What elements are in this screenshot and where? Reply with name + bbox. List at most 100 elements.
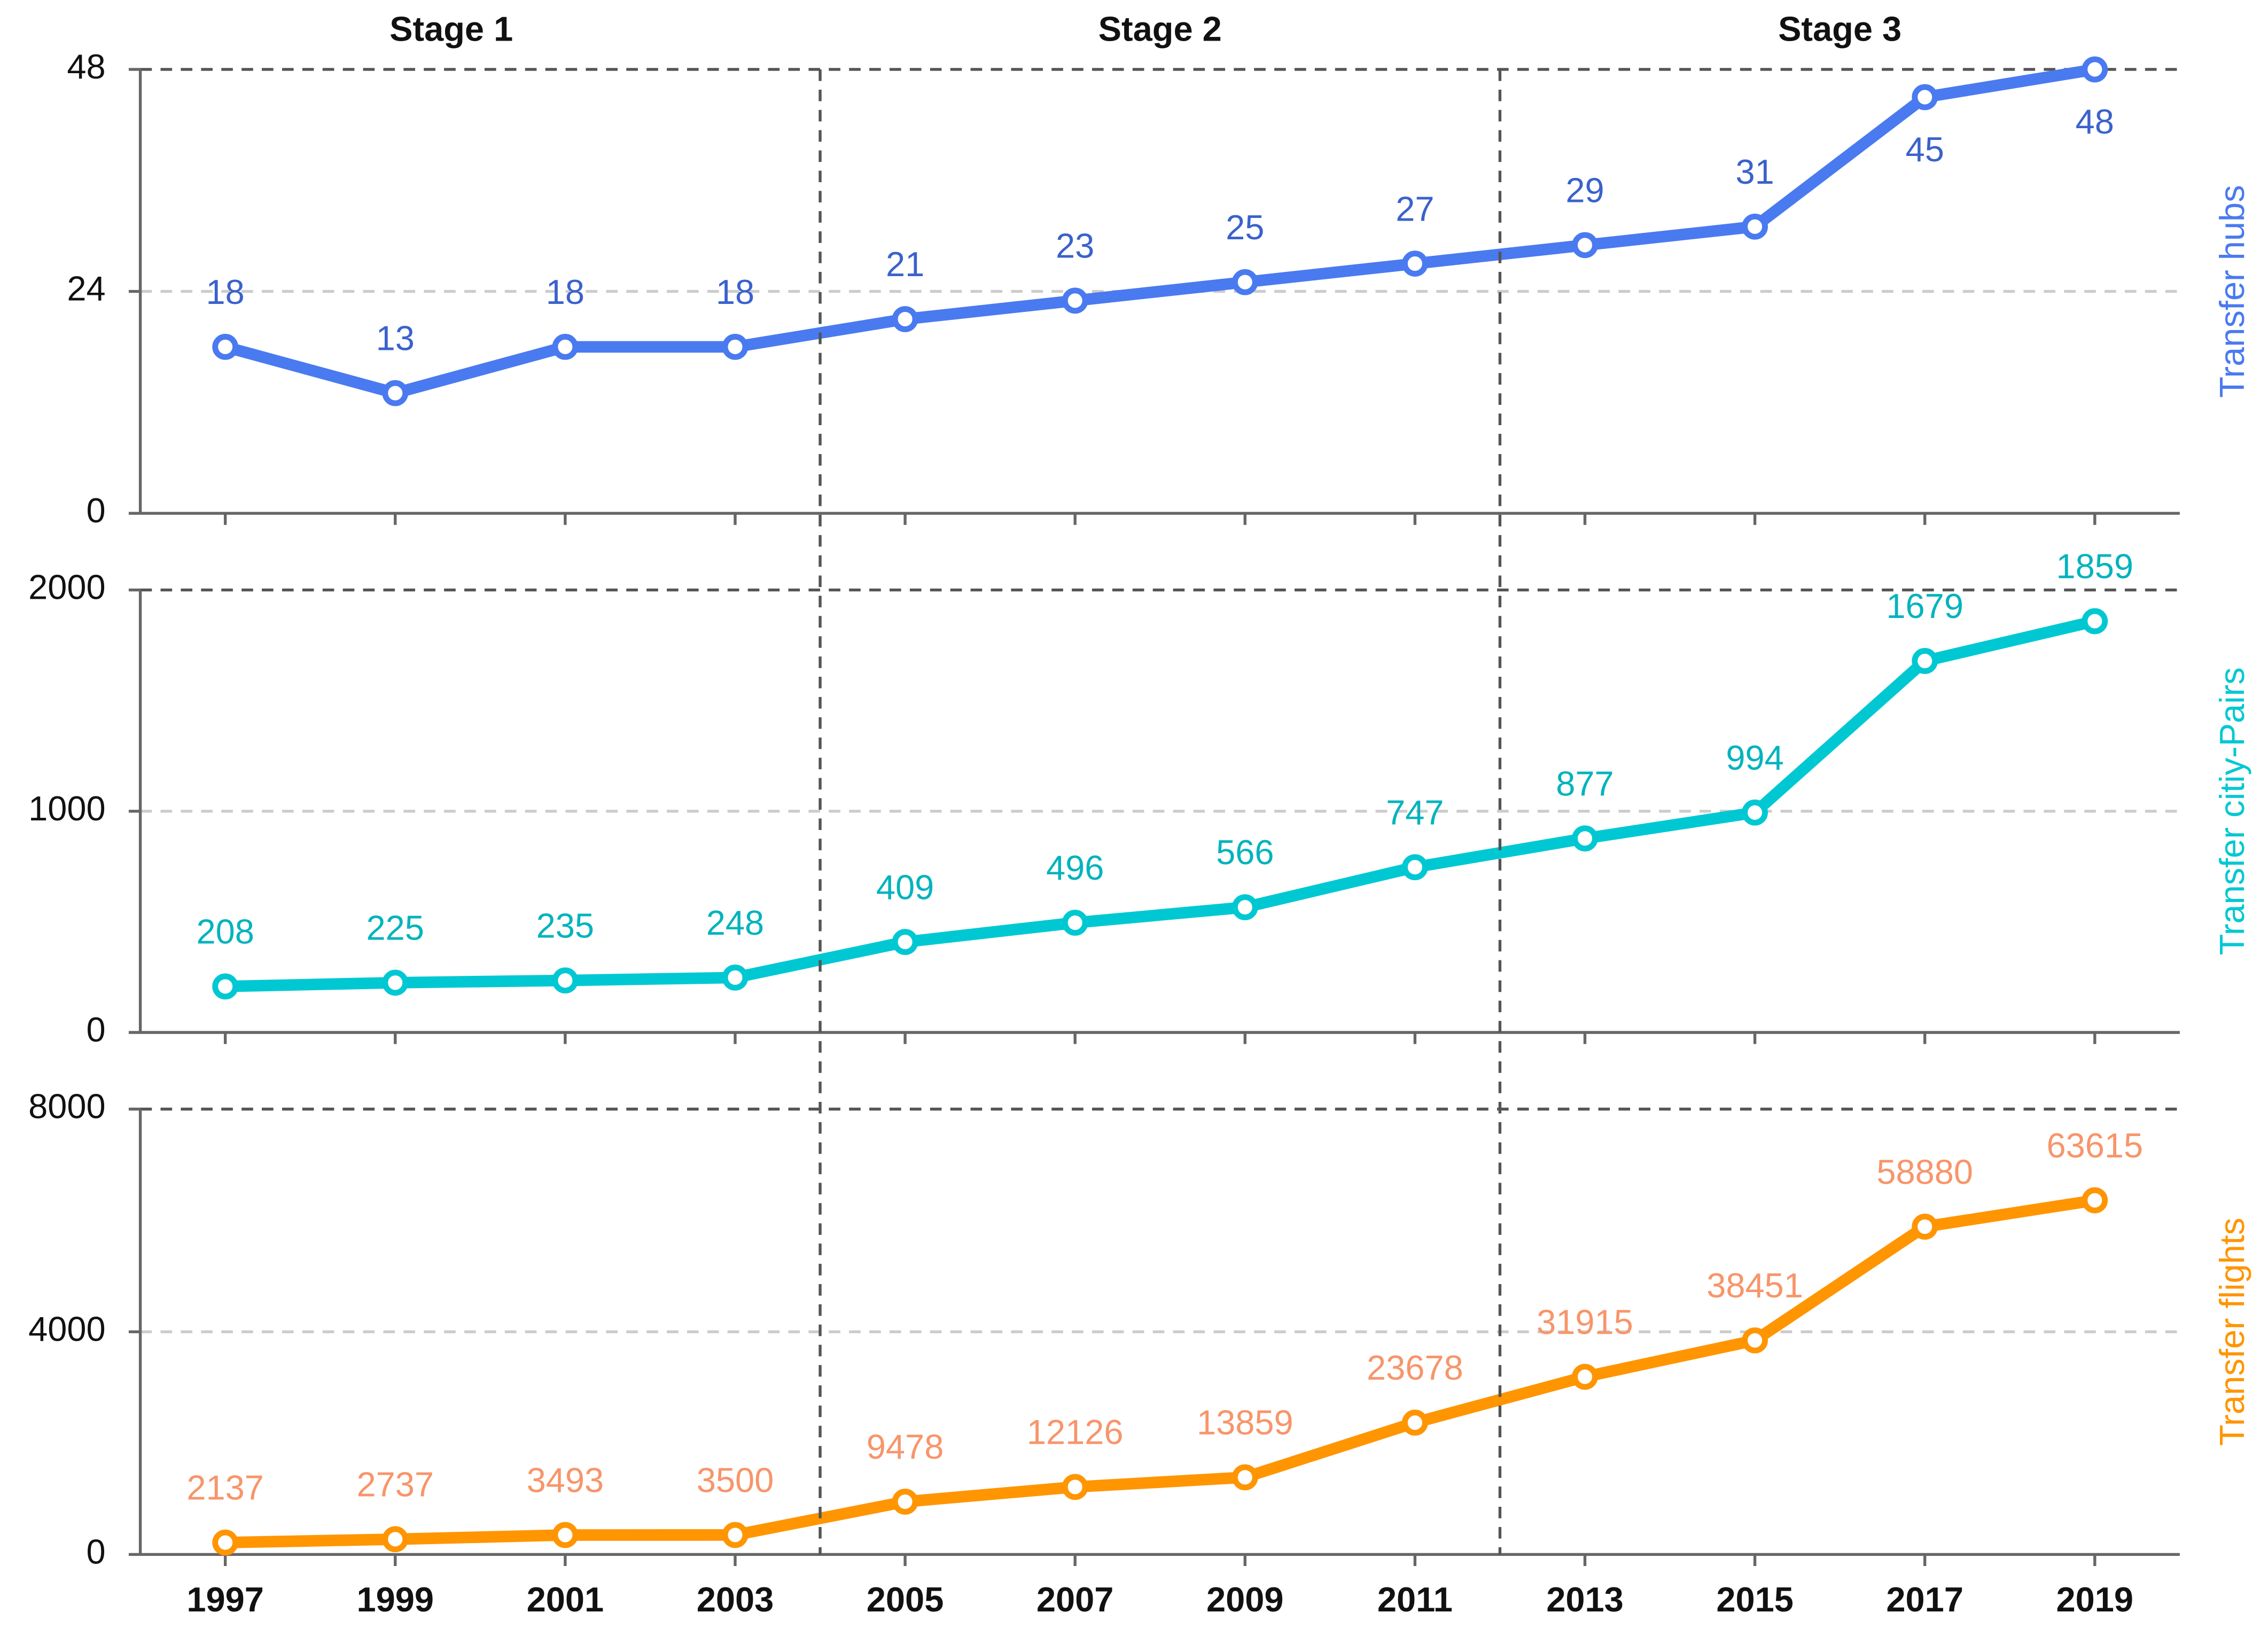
data-point [212,1529,239,1556]
data-label: 877 [1556,764,1614,803]
data-label: 2737 [356,1465,434,1504]
stage-label: Stage 2 [1098,10,1222,49]
data-point [1402,854,1428,880]
x-tick-label: 1997 [186,1580,264,1619]
y-tick-label: 0 [86,1532,105,1571]
data-point [1402,1410,1428,1436]
data-label: 566 [1216,833,1274,872]
data-label: 13859 [1197,1403,1293,1442]
data-point [212,334,239,360]
data-point [2082,1187,2108,1214]
data-label: 3493 [527,1461,604,1500]
data-label: 994 [1726,738,1783,777]
data-label: 208 [196,912,254,951]
x-tick-label: 2003 [697,1580,774,1619]
x-tick-label: 2019 [2056,1580,2134,1619]
data-label: 58880 [1876,1152,1973,1191]
y-tick-label: 8000 [28,1087,106,1126]
data-label: 18 [546,272,584,311]
data-point [2082,608,2108,635]
data-point [552,334,579,360]
data-point [1572,1364,1598,1390]
data-label: 23 [1056,226,1094,265]
data-point [1572,232,1598,259]
y-axis-label: Transfer hubs [2212,185,2251,397]
data-point [1062,287,1088,314]
data-label: 45 [1906,130,1944,169]
data-point [552,1522,579,1548]
data-label: 235 [536,906,594,945]
series-line [225,1194,2096,1548]
data-label: 18 [716,272,754,311]
data-point [1912,1214,1938,1240]
data-label: 12126 [1027,1413,1124,1452]
data-label: 13 [376,319,415,358]
data-point [1232,894,1258,920]
data-label: 747 [1386,793,1444,832]
data-point [1232,269,1258,295]
data-point [1742,799,1768,826]
data-point [1402,251,1428,277]
data-label: 31 [1735,152,1774,191]
data-label: 409 [876,867,934,906]
data-point [722,964,749,991]
y-tick-label: 0 [86,1010,105,1049]
x-tick-label: 1999 [356,1580,434,1619]
x-tick-label: 2015 [1716,1580,1794,1619]
data-point [1912,648,1938,674]
data-label: 29 [1565,171,1604,210]
data-point [1062,910,1088,936]
data-label: 38451 [1706,1266,1803,1305]
data-point [382,380,409,406]
data-point [1742,213,1768,240]
data-label: 25 [1226,208,1264,247]
data-point [2082,56,2108,83]
data-point [1232,1464,1258,1491]
data-point [722,1522,749,1548]
data-label: 1859 [2056,547,2134,586]
data-label: 27 [1396,189,1434,228]
stage-label: Stage 3 [1778,10,1901,49]
x-tick-label: 2017 [1886,1580,1963,1619]
data-point [212,973,239,1000]
data-label: 225 [367,909,424,948]
data-label: 18 [206,272,245,311]
y-tick-label: 4000 [28,1310,106,1349]
y-tick-label: 2000 [28,568,106,607]
data-label: 496 [1046,848,1104,887]
data-point [382,1526,409,1553]
data-point [1912,84,1938,111]
series-line [225,615,2096,992]
y-axis-label: Transfer citiy-Pairs [2212,667,2251,955]
data-label: 63615 [2046,1126,2143,1165]
data-label: 248 [706,903,764,942]
data-label: 1679 [1886,586,1963,625]
y-tick-label: 0 [86,491,105,530]
data-label: 2137 [186,1468,264,1507]
x-tick-label: 2013 [1546,1580,1624,1619]
x-tick-label: 2005 [867,1580,944,1619]
x-tick-label: 2009 [1206,1580,1284,1619]
y-axis-label: Transfer flights [2212,1218,2251,1446]
data-point [722,334,749,360]
series-line [223,64,2096,399]
data-point [1572,825,1598,852]
y-tick-label: 24 [67,269,105,308]
data-point [1062,1474,1088,1500]
data-label: 21 [886,245,924,284]
data-label: 23678 [1367,1348,1463,1387]
x-tick-label: 2001 [527,1580,604,1619]
data-label: 3500 [697,1461,774,1500]
data-point [1742,1327,1768,1353]
data-label: 9478 [867,1427,944,1466]
data-point [552,967,579,994]
y-tick-label: 48 [67,47,105,86]
stage-label: Stage 1 [389,10,513,49]
data-point [892,306,918,332]
data-point [892,929,918,955]
data-label: 48 [2076,102,2114,141]
data-point [892,1489,918,1515]
x-tick-label: 2007 [1036,1580,1114,1619]
x-tick-label: 2011 [1377,1580,1453,1619]
